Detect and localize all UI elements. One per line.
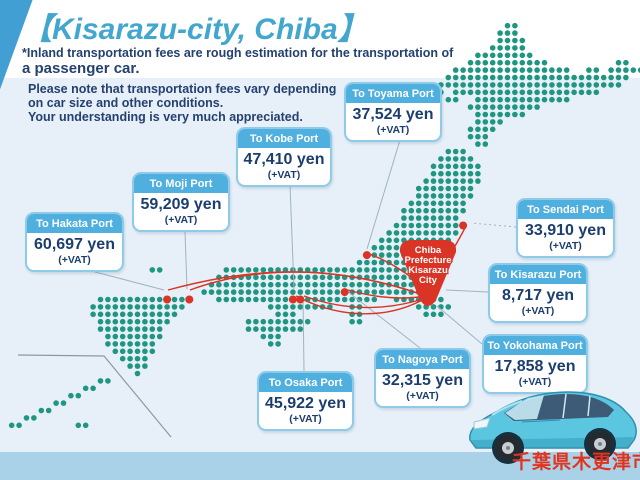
port-vat: (+VAT): [267, 169, 301, 181]
port-label-toyama: To Toyama Port 37,524 yen (+VAT): [344, 82, 442, 142]
page-title: 【Kisarazu-city, Chiba】: [22, 13, 368, 46]
port-fee: 37,524 yen: [352, 106, 434, 123]
port-label-moji: To Moji Port 59,209 yen (+VAT): [132, 172, 230, 232]
city-name-kanji: 千葉県木更津市: [512, 452, 640, 473]
port-name: To Kisarazu Port: [490, 265, 586, 284]
port-label-osaka: To Osaka Port 45,922 yen (+VAT): [257, 371, 354, 431]
port-name: To Yokohama Port: [484, 336, 586, 355]
port-fee: 17,858 yen: [494, 358, 576, 375]
port-name: To Kobe Port: [238, 129, 330, 148]
top-white-band: [0, 0, 640, 78]
port-vat: (+VAT): [289, 413, 322, 425]
port-name: To Hakata Port: [27, 214, 122, 233]
port-name: To Sendai Port: [518, 200, 613, 219]
port-vat: (+VAT): [376, 124, 410, 136]
kisarazu-marker-pin: Chiba Prefecture Kisarazu City: [399, 240, 457, 306]
port-vat: (+VAT): [521, 305, 555, 317]
port-label-kobe: To Kobe Port 47,410 yen (+VAT): [236, 127, 332, 187]
disclaimer-line-1: *Inland transportation fees are rough es…: [22, 46, 454, 60]
port-vat: (+VAT): [518, 376, 552, 388]
disclaimer-line-5: Your understanding is very much apprecia…: [28, 110, 303, 124]
disclaimer-line-4: on car size and other conditions.: [28, 96, 224, 110]
port-vat: (+VAT): [164, 214, 198, 226]
port-vat: (+VAT): [406, 390, 439, 402]
port-name: To Osaka Port: [259, 373, 352, 392]
footer-band: [0, 452, 640, 480]
map-dots: [8, 22, 640, 429]
disclaimer-line-2: a passenger car.: [22, 60, 140, 77]
port-fee: 59,209 yen: [140, 196, 222, 213]
port-label-kisarazu: To Kisarazu Port 8,717 yen (+VAT): [488, 263, 588, 323]
port-name: To Moji Port: [134, 174, 228, 193]
port-fee: 8,717 yen: [501, 287, 575, 304]
car-illustration: [469, 391, 637, 464]
port-vat: (+VAT): [58, 254, 91, 266]
port-fee: 32,315 yen: [382, 372, 463, 389]
port-fee: 33,910 yen: [525, 222, 606, 239]
port-label-sendai: To Sendai Port 33,910 yen (+VAT): [516, 198, 615, 258]
port-name: To Toyama Port: [346, 84, 440, 103]
port-fee: 60,697 yen: [34, 236, 115, 253]
port-name: To Nagoya Port: [376, 350, 469, 369]
port-label-yokohama: To Yokohama Port 17,858 yen (+VAT): [482, 334, 588, 394]
port-label-hakata: To Hakata Port 60,697 yen (+VAT): [25, 212, 124, 272]
disclaimer-line-3: Please note that transportation fees var…: [28, 82, 337, 96]
port-fee: 45,922 yen: [265, 395, 346, 412]
port-dots: [163, 221, 468, 304]
marker-text: Chiba Prefecture Kisarazu City: [405, 245, 452, 286]
port-label-nagoya: To Nagoya Port 32,315 yen (+VAT): [374, 348, 471, 408]
port-fee: 47,410 yen: [243, 151, 325, 168]
port-vat: (+VAT): [549, 240, 582, 252]
